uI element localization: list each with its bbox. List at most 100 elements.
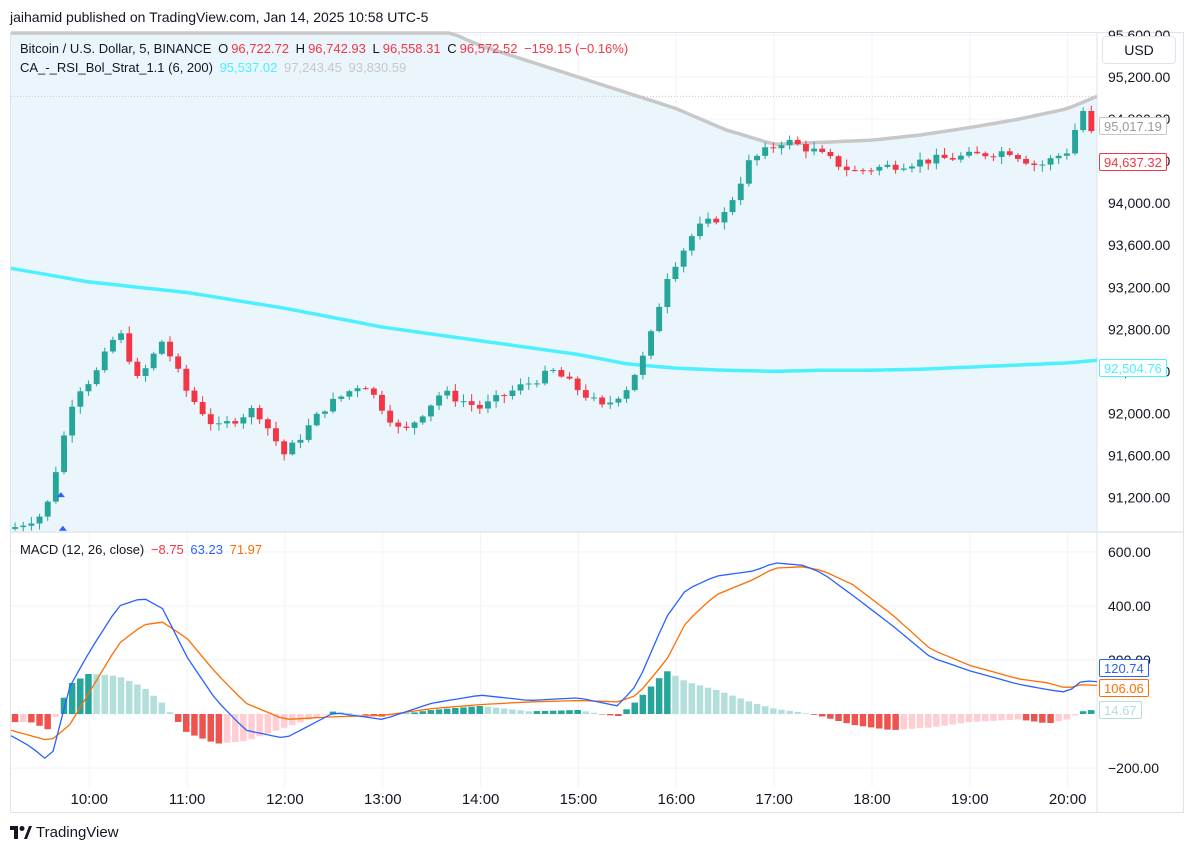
- price-tick-label: 91,200.00: [1108, 489, 1170, 505]
- candle-body: [860, 170, 866, 172]
- candle-body: [998, 151, 1005, 157]
- macd-histogram-bar: [1088, 710, 1095, 714]
- macd-histogram-bar: [321, 714, 329, 715]
- candle-body: [273, 428, 279, 442]
- macd-histogram-bar: [688, 683, 695, 714]
- price-tick-label: 94,000.00: [1108, 195, 1170, 211]
- candle-body: [1072, 130, 1078, 154]
- candle-body: [868, 170, 875, 172]
- macd-histogram-bar: [607, 714, 614, 716]
- candle-body: [207, 414, 214, 425]
- macd-histogram-bar: [737, 698, 744, 714]
- macd-histogram-bar: [362, 714, 369, 715]
- macd-histogram-bar: [476, 706, 483, 714]
- strategy-name[interactable]: CA_-_RSI_Bol_Strat_1.1 (6, 200): [20, 60, 213, 75]
- macd-histogram-bar: [851, 714, 859, 726]
- macd-histogram-bar: [778, 709, 785, 715]
- macd-line: [10, 562, 1098, 760]
- upper-band-line: [11, 31, 1098, 146]
- macd-histogram-bar: [126, 680, 133, 714]
- macd-histogram-bar: [1022, 714, 1030, 721]
- macd-histogram-bar: [965, 714, 973, 723]
- macd-histogram-bar: [941, 714, 948, 726]
- change-value: −159.15 (−0.16%): [524, 41, 629, 56]
- macd-histogram-bar: [672, 675, 679, 715]
- candle-body: [69, 406, 76, 436]
- macd-histogram-bar: [354, 714, 361, 715]
- macd-histogram-bar: [1079, 711, 1087, 714]
- price-legend: Bitcoin / U.S. Dollar, 5, BINANCE O 96,72…: [20, 41, 631, 57]
- open-value: 96,722.72: [231, 41, 290, 56]
- candle-body: [411, 422, 418, 428]
- candle-body: [224, 421, 230, 424]
- candle-body: [900, 168, 907, 170]
- macd-histogram-bar: [346, 713, 353, 715]
- strategy-value-basis: 95,537.02: [219, 60, 278, 75]
- macd-histogram-bar: [925, 714, 932, 728]
- macd-histogram-bar: [142, 689, 149, 714]
- symbol-title[interactable]: Bitcoin / U.S. Dollar, 5, BINANCE: [20, 41, 212, 56]
- macd-histogram-bar: [933, 714, 940, 727]
- candle-body: [1047, 158, 1054, 165]
- close-value: 96,572.52: [459, 41, 518, 56]
- time-tick-label: 16:00: [658, 791, 696, 808]
- macd-histogram-bar: [305, 714, 312, 720]
- candle-body: [933, 154, 940, 164]
- macd-histogram-bar: [623, 709, 630, 714]
- buy-signal-marker: [58, 525, 67, 531]
- candle-body: [158, 341, 165, 354]
- macd-histogram-bar: [802, 713, 810, 714]
- histogram-badge: 14.67: [1099, 701, 1142, 719]
- candle-body: [313, 413, 320, 426]
- macd-histogram-bar: [957, 714, 965, 724]
- candle-body: [892, 164, 899, 170]
- candle-body: [786, 139, 793, 146]
- candle-body: [1006, 151, 1013, 155]
- candle-body: [150, 353, 157, 369]
- macd-hist-value: −8.75: [150, 542, 184, 557]
- macd-histogram-bar: [900, 714, 907, 730]
- close-label: C: [447, 41, 457, 56]
- macd-histogram-bar: [786, 710, 793, 715]
- candle-body: [44, 501, 51, 517]
- candle-body: [949, 158, 956, 160]
- high-label: H: [295, 41, 306, 56]
- macd-histogram-bar: [501, 708, 508, 714]
- macd-line-badge: 120.74: [1099, 659, 1149, 677]
- macd-histogram-bar: [721, 692, 728, 714]
- time-tick-label: 10:00: [70, 791, 108, 808]
- brand-name: TradingView: [36, 824, 119, 841]
- macd-histogram-bar: [109, 675, 117, 715]
- macd-histogram-bar: [468, 706, 475, 715]
- tradingview-logo[interactable]: TradingView: [10, 824, 119, 841]
- candle-body: [289, 442, 296, 455]
- macd-histogram-bar: [549, 710, 557, 715]
- candle-body: [436, 395, 442, 406]
- open-label: O: [218, 41, 229, 56]
- candle-body: [794, 139, 801, 145]
- macd-signal-line: [10, 566, 1098, 741]
- candle-body: [819, 148, 826, 152]
- candle-body: [28, 523, 35, 526]
- strategy-legend: CA_-_RSI_Bol_Strat_1.1 (6, 200) 95,537.0…: [20, 60, 409, 76]
- macd-histogram-bar: [631, 702, 638, 715]
- strategy-value-lower: 93,830.59: [348, 60, 407, 75]
- currency-button[interactable]: USD: [1102, 36, 1176, 64]
- macd-histogram-bar: [411, 712, 418, 715]
- candle-body: [990, 156, 997, 158]
- macd-histogram-bar: [810, 714, 818, 715]
- candle-body: [729, 200, 736, 213]
- candle-body: [1080, 111, 1087, 131]
- macd-histogram-bar: [484, 706, 492, 714]
- candle-body: [754, 155, 760, 161]
- time-tick-label: 12:00: [266, 791, 304, 808]
- candle-body: [811, 148, 818, 152]
- candle-body: [582, 390, 589, 398]
- candle-body: [1015, 155, 1021, 159]
- candle-body: [941, 154, 948, 158]
- candle-body: [77, 391, 84, 407]
- candle-body: [330, 398, 336, 412]
- macd-title[interactable]: MACD (12, 26, close): [20, 542, 145, 557]
- price-tick-label: 93,600.00: [1108, 237, 1170, 253]
